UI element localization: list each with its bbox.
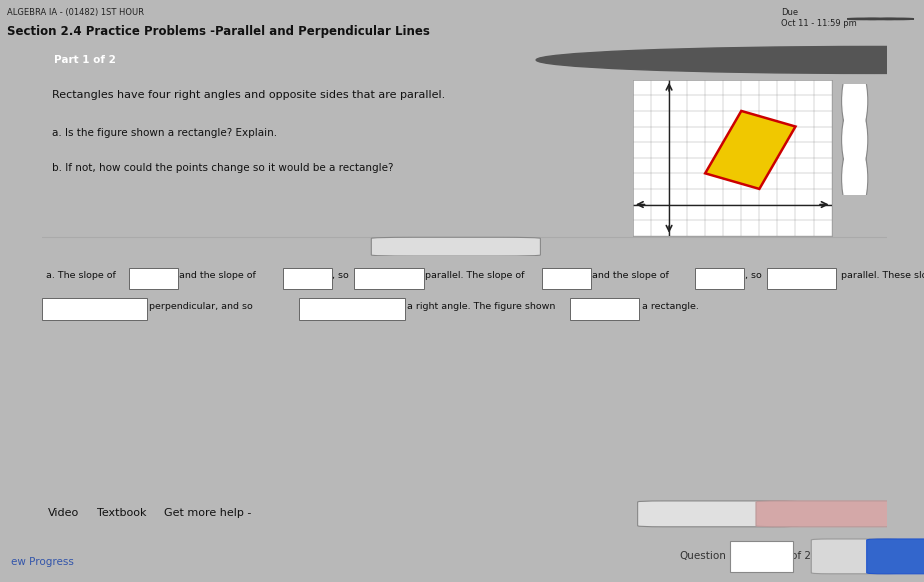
Text: parallel. These slopes also show that: parallel. These slopes also show that — [838, 271, 924, 280]
Circle shape — [842, 101, 868, 178]
Circle shape — [842, 62, 868, 140]
FancyBboxPatch shape — [730, 541, 793, 572]
Text: CITE: CITE — [447, 242, 464, 251]
Polygon shape — [705, 111, 796, 189]
FancyBboxPatch shape — [756, 501, 908, 527]
Text: parallel. The slope of: parallel. The slope of — [425, 271, 528, 280]
Text: ALGEBRA IA - (01482) 1ST HOUR: ALGEBRA IA - (01482) 1ST HOUR — [7, 8, 144, 16]
Text: 3: 3 — [758, 551, 765, 562]
Text: ◄ Back: ◄ Back — [837, 551, 872, 562]
FancyBboxPatch shape — [299, 299, 405, 320]
Text: Video: Video — [48, 508, 79, 517]
Text: Section 2.4 Practice Problems -Parallel and Perpendicular Lines: Section 2.4 Practice Problems -Parallel … — [7, 24, 431, 38]
Text: perpendicular, and so: perpendicular, and so — [149, 302, 256, 311]
Text: a rectangle.: a rectangle. — [642, 302, 699, 311]
Circle shape — [881, 18, 914, 20]
Text: Rectangles have four right angles and opposite sides that are parallel.: Rectangles have four right angles and op… — [52, 90, 445, 100]
Circle shape — [843, 66, 867, 136]
Text: a. Is the figure shown a rectangle? Explain.: a. Is the figure shown a rectangle? Expl… — [52, 127, 277, 138]
FancyBboxPatch shape — [811, 539, 899, 574]
FancyBboxPatch shape — [867, 539, 924, 574]
Text: ▼: ▼ — [407, 278, 411, 283]
Text: and the slope of: and the slope of — [178, 271, 259, 280]
FancyBboxPatch shape — [638, 501, 798, 527]
FancyBboxPatch shape — [570, 299, 639, 320]
Circle shape — [843, 104, 867, 175]
Circle shape — [842, 140, 868, 217]
Text: , so: , so — [333, 271, 352, 280]
Text: Clear all: Clear all — [697, 508, 739, 518]
Text: Question: Question — [679, 551, 726, 562]
FancyBboxPatch shape — [542, 268, 591, 289]
Text: a right angle. The figure shown: a right angle. The figure shown — [407, 302, 558, 311]
Text: Next: Next — [894, 551, 916, 562]
FancyBboxPatch shape — [283, 268, 332, 289]
Text: Textbook: Textbook — [96, 508, 146, 517]
Text: of 20: of 20 — [791, 551, 818, 562]
FancyBboxPatch shape — [42, 299, 147, 320]
FancyBboxPatch shape — [695, 268, 744, 289]
Text: b. If not, how could the points change so it would be a rectangle?: b. If not, how could the points change s… — [52, 162, 394, 173]
Text: a. The slope of: a. The slope of — [46, 271, 118, 280]
Text: ▼: ▼ — [130, 308, 135, 314]
Text: Due
Oct 11 - 11:59 pm: Due Oct 11 - 11:59 pm — [781, 8, 857, 28]
Text: ew Progress: ew Progress — [11, 556, 74, 566]
Text: ▼: ▼ — [388, 308, 393, 314]
Text: ▼: ▼ — [819, 278, 823, 283]
FancyBboxPatch shape — [371, 237, 541, 256]
Text: ▼: ▼ — [622, 308, 626, 314]
Text: , so: , so — [745, 271, 765, 280]
Text: Part 1 of 2: Part 1 of 2 — [55, 55, 116, 65]
FancyBboxPatch shape — [128, 268, 177, 289]
FancyBboxPatch shape — [767, 268, 836, 289]
Circle shape — [843, 143, 867, 214]
Text: Submit: Submit — [813, 508, 851, 518]
Text: and the slope of: and the slope of — [592, 271, 672, 280]
Circle shape — [536, 47, 924, 73]
FancyBboxPatch shape — [355, 268, 424, 289]
Circle shape — [847, 18, 881, 20]
Text: Get more help -: Get more help - — [164, 508, 251, 517]
Circle shape — [864, 18, 897, 20]
